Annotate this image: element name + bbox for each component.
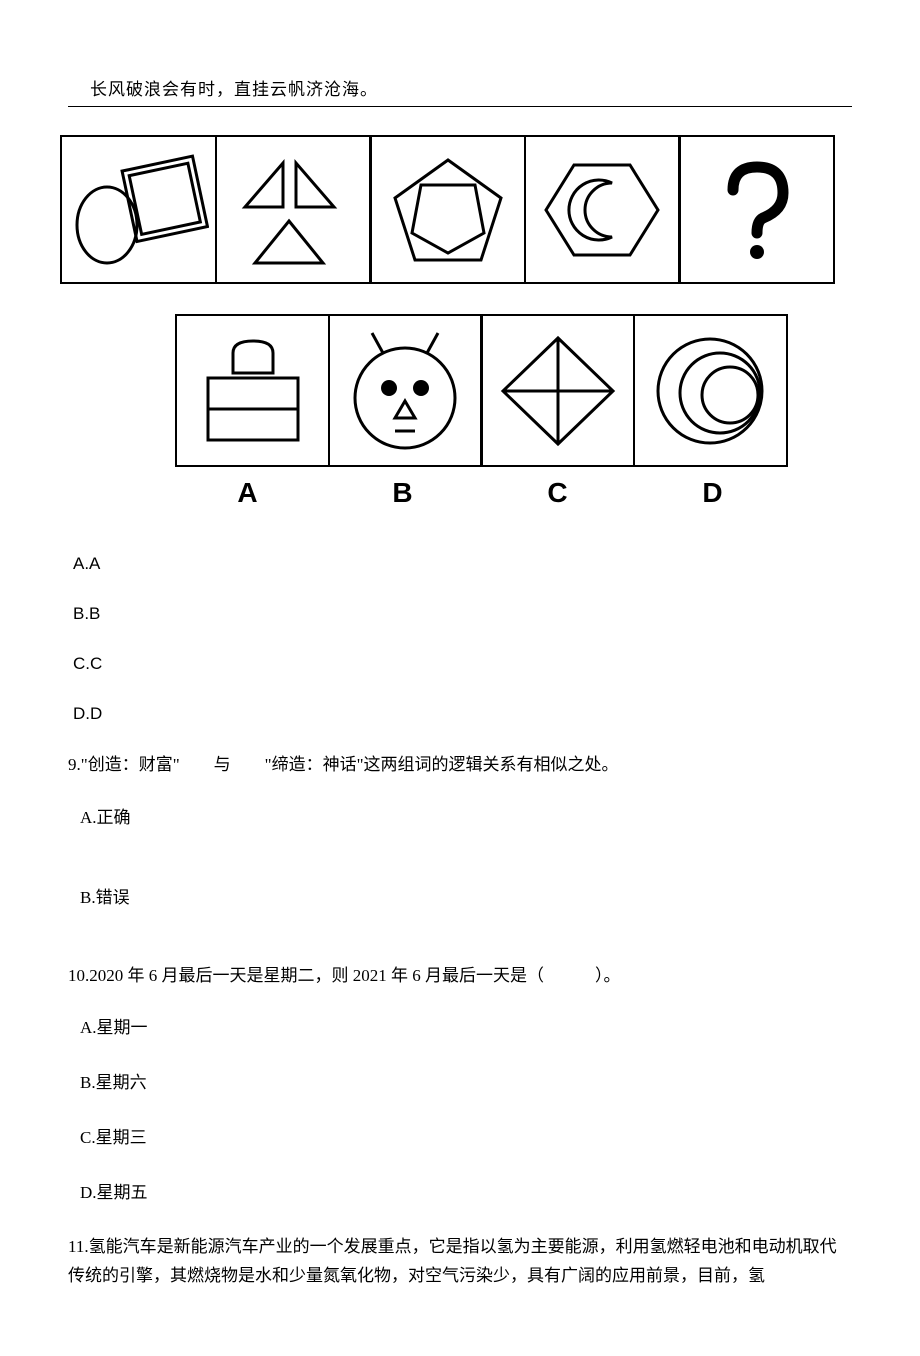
triangles-icon [223, 145, 363, 275]
q10-option-c: C.星期三 [80, 1123, 852, 1148]
answer-cell-c [480, 314, 635, 467]
q10-option-a: A.星期一 [80, 1013, 852, 1038]
label-a: A [170, 477, 325, 509]
header-quote: 长风破浪会有时，直挂云帆济沧海。 [90, 75, 852, 100]
label-c: C [480, 477, 635, 509]
q8-option-c: C.C [73, 654, 852, 674]
answer-labels-row: A B C D [108, 477, 852, 509]
figure-cell-3 [369, 135, 526, 284]
answer-cell-d [633, 314, 788, 467]
q10-text: 10.2020 年 6 月最后一天是星期二，则 2021 年 6 月最后一天是（… [68, 963, 852, 989]
q8-option-d: D.D [73, 704, 852, 724]
figure-cell-1 [60, 135, 217, 284]
answer-cell-a [175, 314, 330, 467]
q10-option-b: B.星期六 [80, 1068, 852, 1093]
figure-sequence-row [60, 135, 852, 284]
q11-text: 11.氢能汽车是新能源汽车产业的一个发展重点，它是指以氢为主要能源，利用氢燃轻电… [68, 1233, 852, 1291]
diamond-cross-icon [488, 323, 628, 458]
question-mark-icon [687, 145, 827, 275]
concentric-circles-icon [640, 323, 780, 458]
header-underline [68, 106, 852, 107]
figure-cell-4 [524, 135, 681, 284]
q8-options: A.A B.B C.C D.D [73, 554, 852, 724]
q10-option-d: D.星期五 [80, 1178, 852, 1203]
question-11: 11.氢能汽车是新能源汽车产业的一个发展重点，它是指以氢为主要能源，利用氢燃轻电… [68, 1233, 852, 1291]
house-icon [183, 323, 323, 458]
q8-option-b: B.B [73, 604, 852, 624]
label-d: D [635, 477, 790, 509]
q8-option-a: A.A [73, 554, 852, 574]
question-9: 9."创造：财富" 与 "缔造：神话"这两组词的逻辑关系有相似之处。 A.正确 … [68, 752, 852, 908]
q9-option-b: B.错误 [80, 883, 852, 908]
hexagon-crescent-icon [532, 145, 672, 275]
answer-options-row [108, 314, 852, 467]
ellipse-square-icon [69, 145, 209, 275]
q9-option-a: A.正确 [80, 803, 852, 828]
question-10: 10.2020 年 6 月最后一天是星期二，则 2021 年 6 月最后一天是（… [68, 963, 852, 1204]
figure-cell-2 [215, 135, 372, 284]
q9-text: 9."创造：财富" 与 "缔造：神话"这两组词的逻辑关系有相似之处。 [68, 752, 852, 778]
label-b: B [325, 477, 480, 509]
figure-cell-5 [678, 135, 835, 284]
face-icon [335, 323, 475, 458]
pentagons-icon [378, 145, 518, 275]
answer-cell-b [328, 314, 483, 467]
